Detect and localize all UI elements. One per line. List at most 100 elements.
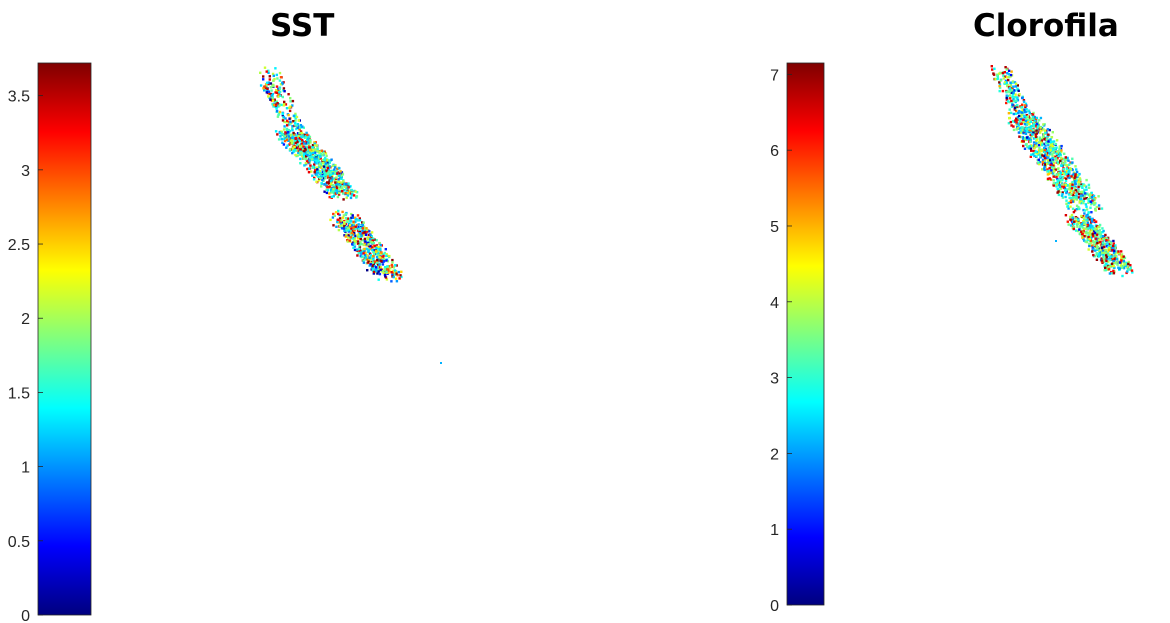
data-pixel	[386, 265, 389, 268]
data-pixel	[378, 263, 381, 266]
data-pixel	[1071, 157, 1074, 160]
data-pixel	[1073, 209, 1077, 212]
data-pixel	[304, 136, 308, 139]
data-pixel	[303, 142, 306, 145]
data-pixel	[303, 147, 307, 150]
data-pixel	[319, 162, 322, 165]
data-pixel	[373, 249, 376, 252]
data-pixel	[1012, 85, 1015, 88]
data-pixel	[1067, 163, 1071, 166]
data-pixel	[376, 261, 379, 265]
data-pixel	[262, 75, 265, 78]
data-pixel	[265, 81, 269, 84]
data-pixel	[1059, 147, 1063, 151]
data-pixel	[299, 124, 303, 127]
data-pixel	[1083, 212, 1086, 215]
data-pixel	[1034, 133, 1037, 136]
data-pixel	[1099, 231, 1102, 234]
data-pixel	[1088, 193, 1092, 196]
data-pixel	[383, 257, 386, 260]
data-pixel	[1015, 128, 1018, 131]
data-pixel	[313, 171, 316, 174]
data-pixel	[1041, 163, 1045, 166]
data-pixel	[363, 254, 367, 257]
data-pixel	[335, 169, 338, 173]
data-pixel	[1108, 272, 1112, 275]
data-pixel	[1037, 161, 1040, 164]
data-pixel	[1061, 191, 1064, 194]
data-pixel	[335, 189, 339, 192]
data-pixel	[1012, 112, 1015, 116]
data-pixel	[1035, 122, 1039, 126]
data-pixel	[347, 229, 350, 232]
data-pixel	[267, 71, 270, 74]
data-pixel	[1072, 172, 1075, 175]
data-pixel	[1091, 233, 1094, 236]
data-pixel	[272, 79, 275, 82]
data-pixel	[302, 148, 305, 151]
data-pixel	[313, 176, 316, 180]
data-pixel	[1052, 182, 1056, 185]
data-pixel	[1056, 168, 1059, 171]
tick-label: 3	[21, 163, 30, 180]
data-pixel	[1072, 227, 1075, 231]
data-pixel	[324, 172, 327, 175]
data-pixel	[305, 159, 309, 162]
data-pixel	[325, 169, 328, 173]
data-pixel	[372, 241, 375, 245]
data-pixel	[320, 182, 323, 185]
data-pixel	[1001, 71, 1004, 75]
data-pixel	[1037, 153, 1041, 156]
data-pixel	[1041, 168, 1044, 171]
data-pixel	[293, 148, 297, 151]
data-pixel	[1038, 162, 1041, 166]
data-pixel	[440, 362, 442, 364]
data-pixel	[277, 112, 281, 115]
data-pixel	[1032, 131, 1035, 134]
data-pixel	[1040, 149, 1043, 153]
data-pixel	[277, 113, 280, 117]
data-pixel	[380, 251, 383, 254]
data-pixel	[1065, 188, 1069, 191]
data-pixel	[1071, 200, 1075, 203]
tick-label: 5	[770, 219, 779, 236]
data-pixel	[1081, 236, 1084, 239]
data-pixel	[278, 91, 281, 94]
data-pixel	[1075, 170, 1079, 174]
data-pixel	[1097, 232, 1100, 236]
data-pixel	[1085, 230, 1088, 234]
data-pixel	[396, 274, 399, 277]
data-pixel	[1028, 123, 1031, 126]
data-pixel	[1038, 138, 1042, 141]
data-pixel	[304, 140, 307, 144]
data-pixel	[322, 176, 326, 180]
data-pixel	[1087, 211, 1090, 214]
data-pixel	[1012, 125, 1015, 128]
data-pixel	[392, 275, 395, 279]
data-pixel	[350, 212, 353, 216]
data-pixel	[1096, 236, 1099, 239]
data-pixel	[332, 212, 335, 216]
data-pixel	[1104, 268, 1107, 272]
data-pixel	[1096, 247, 1099, 250]
data-pixel	[355, 217, 358, 221]
data-pixel	[1081, 194, 1084, 197]
data-pixel	[295, 146, 299, 149]
data-pixel	[1069, 188, 1072, 192]
data-pixel	[289, 120, 292, 123]
data-pixel	[1016, 87, 1019, 90]
data-pixel	[365, 233, 368, 236]
data-pixel	[1024, 138, 1027, 141]
data-pixel	[1043, 138, 1046, 141]
data-pixel	[344, 235, 347, 238]
data-pixel	[299, 130, 303, 133]
data-pixel	[1033, 147, 1036, 150]
data-pixel	[1065, 168, 1069, 172]
data-pixel	[344, 212, 348, 216]
data-pixel	[1021, 139, 1024, 143]
data-pixel	[356, 240, 359, 243]
data-pixel	[1075, 174, 1079, 177]
data-pixel	[1089, 230, 1092, 233]
data-pixel	[304, 157, 308, 161]
data-pixel	[349, 230, 352, 233]
